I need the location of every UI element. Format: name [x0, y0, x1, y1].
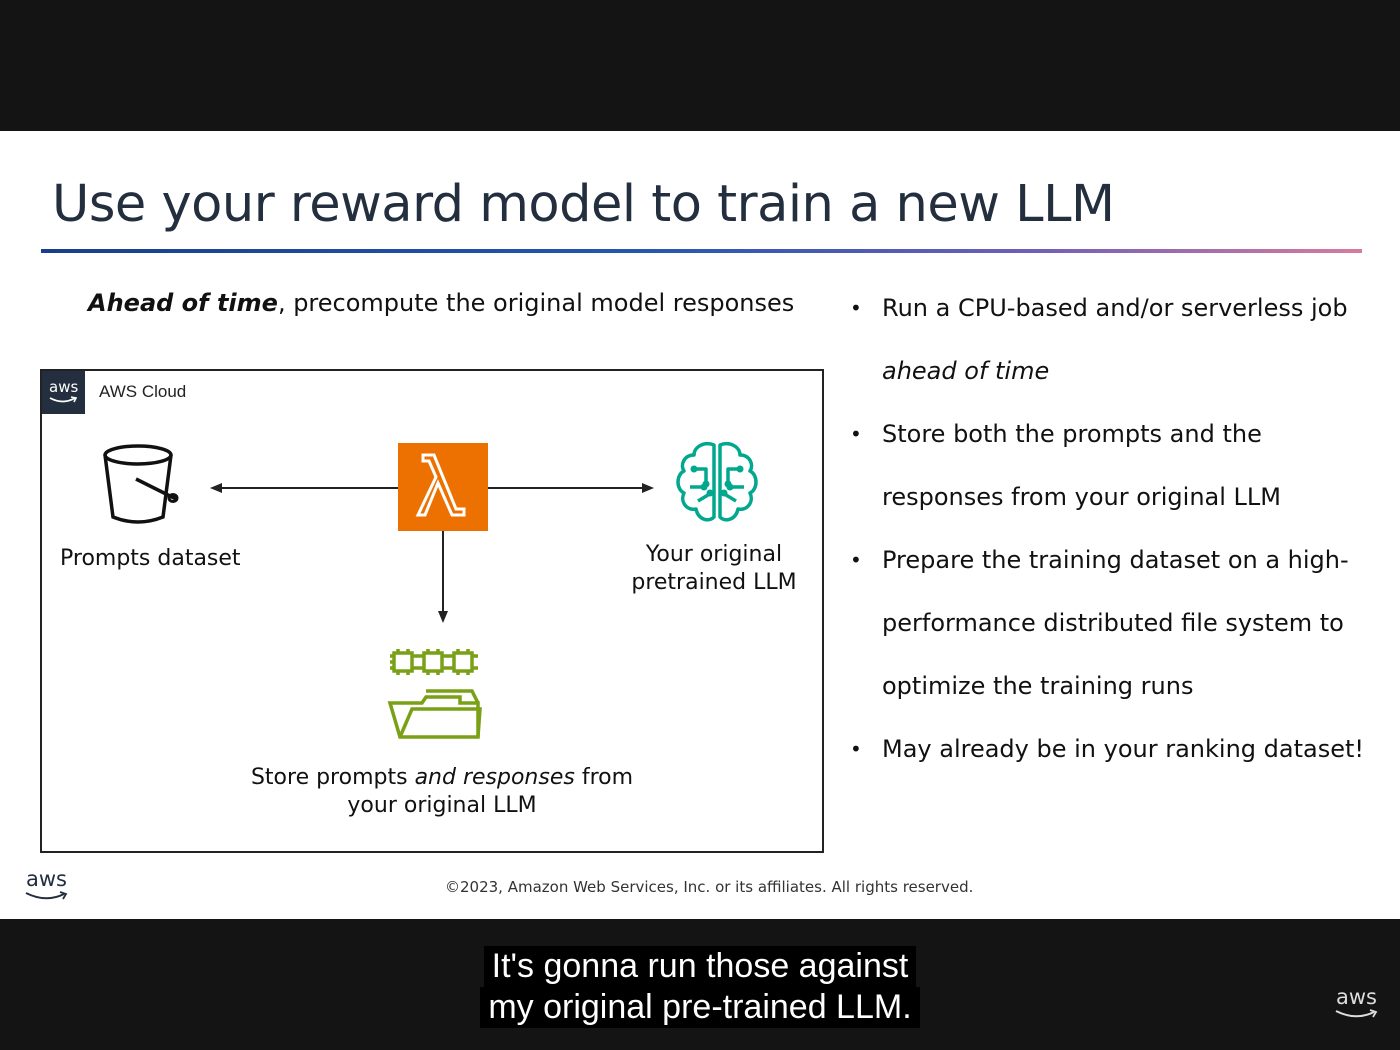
bullet-item-serverless-job: • Run a CPU-based and/or serverless job … [848, 277, 1368, 403]
original-llm-label-line2: pretrained LLM [631, 570, 797, 595]
arrowhead-down-icon [438, 611, 448, 623]
caption-line-2: my original pre-trained LLM. [480, 987, 920, 1028]
lambda-icon [398, 443, 488, 531]
footer-aws-logo-icon: aws [25, 867, 68, 900]
bullet-item-prepare-dataset: • Prepare the training dataset on a high… [848, 529, 1368, 718]
bullet-text: Prepare the training dataset on a high- [882, 546, 1349, 574]
bullet-dot-icon: • [850, 737, 862, 761]
original-llm-label: Your original pretrained LLM [614, 541, 814, 597]
store-responses-line2: your original LLM [347, 793, 537, 818]
original-llm-label-line1: Your original [645, 542, 783, 567]
aws-badge-text: aws [49, 378, 79, 396]
corner-aws-logo-icon: aws [1335, 985, 1378, 1018]
arrow-to-llm [488, 487, 644, 489]
slide-title: Use your reward model to train a new LLM [52, 175, 1115, 234]
slide-subtitle: Ahead of time, precompute the original m… [88, 289, 794, 317]
bullet-list: • Run a CPU-based and/or serverless job … [848, 277, 1368, 781]
bullet-dot-icon: • [850, 548, 862, 572]
aws-smile-icon [49, 396, 78, 403]
prompts-dataset-label: Prompts dataset [60, 546, 241, 571]
arrow-to-prompts [220, 487, 398, 489]
bullet-text: Run a CPU-based and/or serverless job [882, 294, 1348, 322]
store-text-b: from [574, 765, 634, 790]
aws-logo-icon: aws [42, 371, 85, 414]
subtitle-text: , precompute the original model response… [277, 289, 795, 317]
aws-cloud-label: AWS Cloud [99, 382, 187, 401]
bucket-icon [103, 444, 179, 524]
store-responses-label: Store prompts and responses from your or… [222, 764, 662, 820]
bullet-dot-icon: • [850, 296, 862, 320]
copyright-notice: ©2023, Amazon Web Services, Inc. or its … [445, 878, 974, 896]
bullet-dot-icon: • [850, 422, 862, 446]
folder-chips-icon [387, 649, 482, 739]
arrowhead-right-icon [642, 483, 654, 493]
store-text-emphasis: and responses [414, 765, 575, 790]
subtitle-emphasis: Ahead of time [88, 289, 278, 317]
bullet-text: Store both the prompts and the [882, 420, 1262, 448]
caption-line-1: It's gonna run those against [483, 946, 917, 987]
bullet-item-store-both: • Store both the prompts and the respons… [848, 403, 1368, 529]
brain-icon [676, 442, 758, 522]
bullet-text: May already be in your ranking dataset! [882, 735, 1365, 763]
bullet-text-emphasis: ahead of time [882, 357, 1050, 385]
bullet-text: responses from your original LLM [882, 483, 1281, 511]
bullet-item-ranking-dataset: • May already be in your ranking dataset… [848, 718, 1368, 781]
footer-aws-text: aws [26, 867, 67, 891]
arrow-to-storage [442, 531, 444, 613]
presentation-slide: Use your reward model to train a new LLM… [0, 131, 1400, 919]
aws-cloud-diagram: aws AWS Cloud Prompts dataset [40, 369, 824, 853]
bullet-text: optimize the training runs [882, 672, 1194, 700]
store-text-a: Store prompts [250, 765, 415, 790]
title-divider [41, 249, 1362, 253]
arrowhead-left-icon [210, 483, 222, 493]
footer-aws-smile-icon [25, 891, 68, 900]
corner-aws-smile-icon [1335, 1009, 1378, 1018]
store-responses-line1: Store prompts and responses from [222, 764, 662, 792]
video-caption: It's gonna run those against my original… [0, 946, 1400, 1028]
corner-aws-text: aws [1336, 985, 1377, 1009]
bullet-text: performance distributed file system to [882, 609, 1344, 637]
